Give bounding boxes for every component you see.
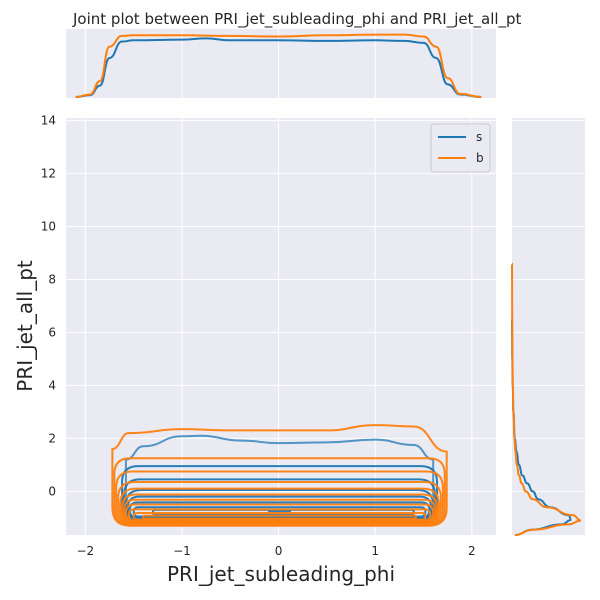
y-tick-label: 0 xyxy=(48,484,56,498)
x-tick-label: 0 xyxy=(275,544,283,558)
y-tick-label: 4 xyxy=(48,378,56,392)
contour-b xyxy=(127,508,432,522)
x-axis-title: PRI_jet_subleading_phi xyxy=(167,562,395,586)
y-axis-title: PRI_jet_all_pt xyxy=(13,260,37,392)
x-tick-label: 1 xyxy=(371,544,379,558)
contour-s xyxy=(151,508,415,516)
contour-b xyxy=(142,514,417,520)
x-tick-label: −1 xyxy=(173,544,191,558)
right-marginal-curve-b xyxy=(511,262,582,536)
legend-label-b: b xyxy=(476,151,484,165)
top-marginal-curve-s xyxy=(75,37,482,98)
top-marginal-curve-b xyxy=(75,33,482,98)
contour-b xyxy=(132,512,427,521)
x-tick-label: 2 xyxy=(468,544,476,558)
marginal-curves xyxy=(75,33,582,536)
y-tick-label: 2 xyxy=(48,431,56,445)
y-tick-label: 10 xyxy=(41,220,56,234)
legend-label-s: s xyxy=(476,130,482,144)
contour-layer xyxy=(111,424,448,527)
y-tick-label: 8 xyxy=(48,273,56,287)
right-marginal-panel xyxy=(512,118,585,535)
y-tick-label: 12 xyxy=(41,167,56,181)
plot-title: Joint plot between PRI_jet_subleading_ph… xyxy=(72,10,522,29)
y-tick-label: 6 xyxy=(48,325,56,339)
legend: s b xyxy=(430,123,491,173)
y-tick-label: 14 xyxy=(41,114,56,128)
contour-b xyxy=(111,424,448,527)
x-tick-label: −2 xyxy=(76,544,94,558)
